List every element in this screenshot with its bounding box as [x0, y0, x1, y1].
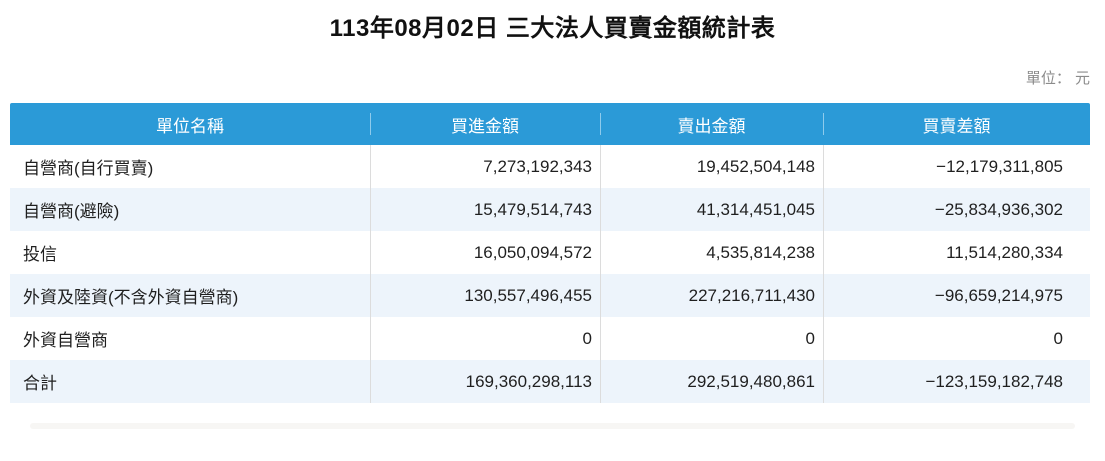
cell-unit-name: 自營商(避險)	[23, 202, 120, 221]
institutional-investors-table: 單位名稱 買進金額 賣出金額 買賣差額 自營商(自行買賣) 7,273,192,…	[10, 103, 1090, 403]
cell-sell-amount: 292,519,480,861	[600, 360, 823, 403]
cell-diff-amount: 0	[823, 317, 1090, 360]
cell-buy-amount: 0	[370, 317, 600, 360]
cell-diff-amount: 11,514,280,334	[823, 231, 1090, 274]
table-body: 自營商(自行買賣) 7,273,192,343 19,452,504,148 −…	[10, 145, 1090, 403]
page-title: 113年08月02日 三大法人買賣金額統計表	[329, 15, 776, 42]
table-row: 投信 16,050,094,572 4,535,814,238 11,514,2…	[10, 231, 1090, 274]
col-header-unit-name: 單位名稱	[156, 116, 224, 136]
cell-sell-amount: 0	[600, 317, 823, 360]
cell-buy-amount: 169,360,298,113	[370, 360, 600, 403]
table-row: 外資自營商 0 0 0	[10, 317, 1090, 360]
table-row: 外資及陸資(不含外資自營商) 130,557,496,455 227,216,7…	[10, 274, 1090, 317]
cell-unit-name: 投信	[23, 245, 57, 264]
cell-diff-amount: −12,179,311,805	[823, 145, 1090, 188]
col-header-diff-amount: 買賣差額	[823, 103, 1090, 145]
bottom-divider	[30, 423, 1075, 429]
cell-buy-amount: 7,273,192,343	[370, 145, 600, 188]
cell-diff-amount: −25,834,936,302	[823, 188, 1090, 231]
cell-buy-amount: 130,557,496,455	[370, 274, 600, 317]
cell-unit-name: 外資自營商	[23, 331, 108, 350]
cell-diff-amount: −123,159,182,748	[823, 360, 1090, 403]
cell-unit-name: 合計	[23, 374, 57, 393]
cell-unit-name: 自營商(自行買賣)	[23, 159, 154, 178]
cell-unit-name: 外資及陸資(不含外資自營商)	[23, 288, 239, 307]
unit-label: 單位： 元	[1025, 70, 1090, 87]
cell-buy-amount: 16,050,094,572	[370, 231, 600, 274]
cell-buy-amount: 15,479,514,743	[370, 188, 600, 231]
col-header-buy-amount: 買進金額	[370, 103, 600, 145]
col-header-sell-amount: 賣出金額	[600, 103, 823, 145]
cell-sell-amount: 4,535,814,238	[600, 231, 823, 274]
table-header-row: 單位名稱 買進金額 賣出金額 買賣差額	[10, 103, 1090, 145]
table-row: 自營商(避險) 15,479,514,743 41,314,451,045 −2…	[10, 188, 1090, 231]
table-row: 自營商(自行買賣) 7,273,192,343 19,452,504,148 −…	[10, 145, 1090, 188]
cell-diff-amount: −96,659,214,975	[823, 274, 1090, 317]
cell-sell-amount: 227,216,711,430	[600, 274, 823, 317]
cell-sell-amount: 19,452,504,148	[600, 145, 823, 188]
cell-sell-amount: 41,314,451,045	[600, 188, 823, 231]
table-row-total: 合計 169,360,298,113 292,519,480,861 −123,…	[10, 360, 1090, 403]
